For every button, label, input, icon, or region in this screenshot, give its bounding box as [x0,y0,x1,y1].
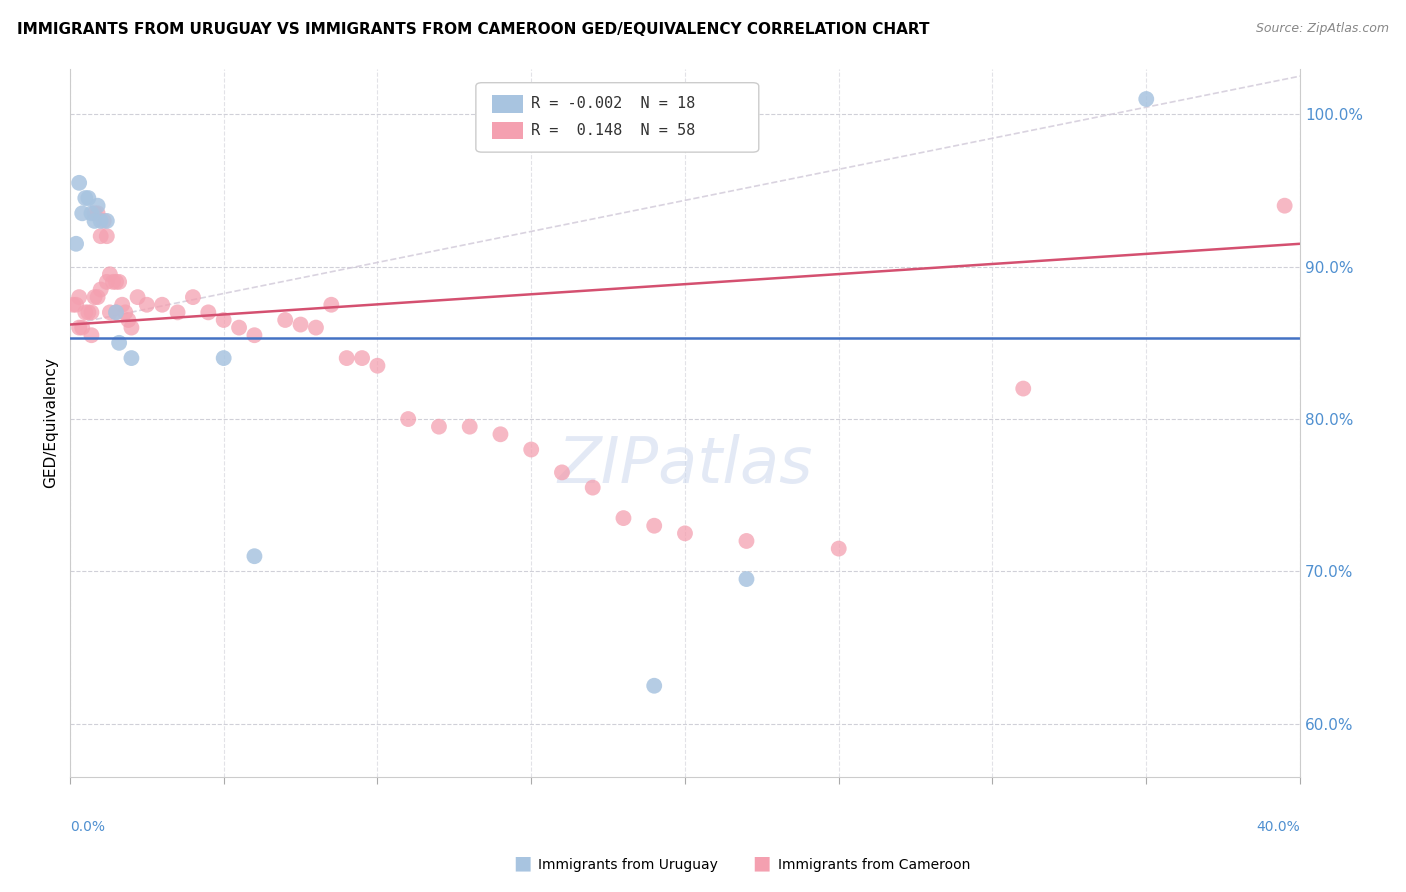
Point [108,335,131,350]
Text: 0.0%: 0.0% [70,820,105,834]
Point [127,290,149,304]
Point [98,267,121,281]
Point [321,298,343,312]
Point [458,419,481,434]
Y-axis label: GED/Equivalency: GED/Equivalency [44,358,58,488]
Bar [492,121,523,139]
Point [673,526,696,541]
Point [150,298,173,312]
Point [212,313,235,327]
Text: Immigrants from Uruguay: Immigrants from Uruguay [538,858,718,872]
Point [612,511,634,525]
Point [228,320,250,334]
Bar [492,95,523,113]
Point [352,351,374,365]
Point [305,320,328,334]
Point [427,419,450,434]
Point [1274,199,1296,213]
Point [93,214,115,228]
Point [80,206,103,220]
Text: R =  0.148  N = 58: R = 0.148 N = 58 [531,123,696,137]
Point [520,442,543,457]
Point [105,305,128,319]
Point [582,481,605,495]
Point [135,298,157,312]
Point [80,328,103,343]
Point [83,290,105,304]
Point [96,275,118,289]
Point [366,359,388,373]
Point [67,320,90,334]
Point [336,351,359,365]
Point [111,298,134,312]
Point [1012,382,1035,396]
Point [83,214,105,228]
Point [90,214,112,228]
Point [290,318,312,332]
Point [86,199,108,213]
Point [243,549,266,564]
Point [70,320,93,334]
Point [77,305,100,319]
Point [65,298,87,312]
FancyBboxPatch shape [475,83,759,153]
Point [96,229,118,244]
Point [166,305,188,319]
Text: ZIPatlas: ZIPatlas [557,434,813,496]
Point [86,290,108,304]
Point [197,305,219,319]
Point [65,236,87,251]
Point [90,283,112,297]
Point [1135,92,1157,106]
Point [181,290,204,304]
Point [489,427,512,442]
Text: Source: ZipAtlas.com: Source: ZipAtlas.com [1256,22,1389,36]
Point [96,214,118,228]
Point [828,541,851,556]
Point [77,191,100,205]
Text: 40.0%: 40.0% [1257,820,1301,834]
Point [114,305,136,319]
Point [86,206,108,220]
Point [62,298,84,312]
Point [75,305,97,319]
Point [120,351,142,365]
Point [117,313,139,327]
Point [83,206,105,220]
Point [643,679,665,693]
Text: Immigrants from Cameroon: Immigrants from Cameroon [778,858,970,872]
Point [98,305,121,319]
Point [108,275,131,289]
Point [120,320,142,334]
Point [735,572,758,586]
Point [67,176,90,190]
Point [70,206,93,220]
Point [551,466,574,480]
Point [735,533,758,548]
Point [75,191,97,205]
Text: IMMIGRANTS FROM URUGUAY VS IMMIGRANTS FROM CAMEROON GED/EQUIVALENCY CORRELATION : IMMIGRANTS FROM URUGUAY VS IMMIGRANTS FR… [17,22,929,37]
Text: R = -0.002  N = 18: R = -0.002 N = 18 [531,96,696,112]
Point [243,328,266,343]
Point [80,305,103,319]
Text: ■: ■ [752,854,770,872]
Point [67,290,90,304]
Point [105,275,128,289]
Point [101,275,124,289]
Point [396,412,419,426]
Point [643,518,665,533]
Point [274,313,297,327]
Text: ■: ■ [513,854,531,872]
Point [105,305,128,319]
Point [90,229,112,244]
Point [212,351,235,365]
